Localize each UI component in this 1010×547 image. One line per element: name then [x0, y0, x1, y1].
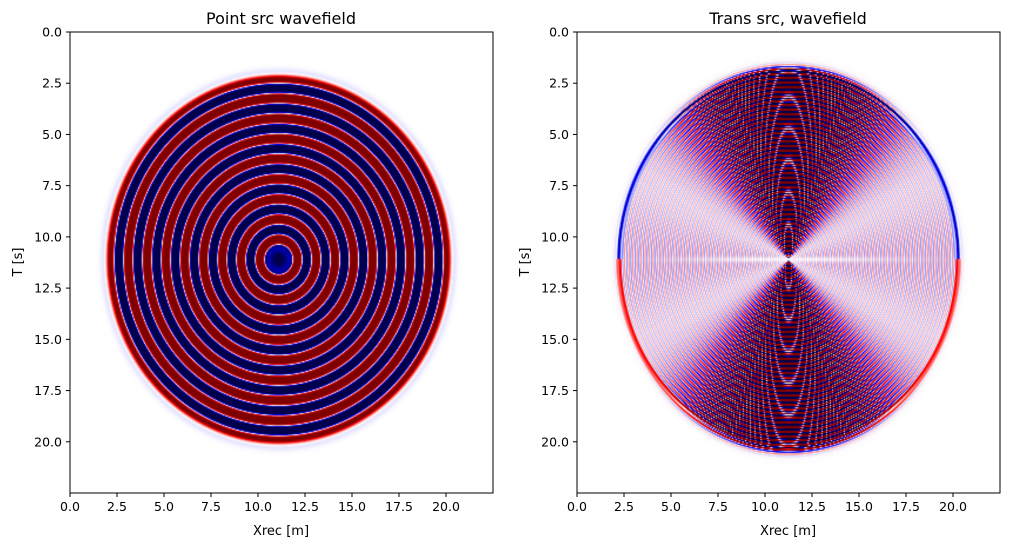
y-tick-label: 5.0 [549, 127, 569, 142]
x-tick-label: 7.5 [708, 499, 728, 514]
x-tick-label: 10.0 [751, 499, 779, 514]
wavefield-image [577, 32, 1000, 493]
y-tick-label: 7.5 [42, 178, 62, 193]
x-tick-label: 2.5 [614, 499, 634, 514]
y-tick-label: 10.0 [34, 229, 62, 244]
y-tick-label: 2.5 [549, 76, 569, 91]
y-axis-label: T [s] [518, 248, 533, 278]
plot-frame [69, 31, 494, 494]
heatmap-plot-area [69, 31, 494, 494]
y-axis-label: T [s] [11, 248, 26, 278]
y-tick-label: 20.0 [34, 434, 62, 449]
y-tick-label: 12.5 [541, 281, 569, 296]
y-tick-label: 0.0 [42, 25, 62, 40]
x-tick-label: 12.5 [291, 499, 319, 514]
point-source-panel: Point src wavefield 0.0 2.5 5.0 7.5 10.0 12.5… [11, 9, 494, 539]
x-tick-label: 5.0 [154, 499, 174, 514]
transformed-source-panel: Trans src, wavefield 0.0 2.5 5.0 7.5 10.0 12.… [518, 9, 1001, 539]
y-tick-label: 12.5 [34, 281, 62, 296]
y-axis: 0.0 2.5 5.0 7.5 10.0 12.5 15.0 17.5 20.0 [541, 25, 577, 449]
x-axis: 0.0 2.5 5.0 7.5 10.0 12.5 15.0 17.5 20.0 [60, 493, 460, 514]
y-tick-label: 0.0 [549, 25, 569, 40]
x-tick-label: 17.5 [892, 499, 920, 514]
x-tick-label: 7.5 [201, 499, 221, 514]
y-tick-label: 17.5 [541, 383, 569, 398]
y-tick-label: 5.0 [42, 127, 62, 142]
y-tick-label: 17.5 [34, 383, 62, 398]
x-axis-label: Xrec [m] [760, 524, 816, 539]
x-tick-label: 20.0 [432, 499, 460, 514]
y-tick-label: 20.0 [541, 434, 569, 449]
x-tick-label: 15.0 [845, 499, 873, 514]
x-tick-label: 0.0 [567, 499, 587, 514]
x-tick-label: 10.0 [244, 499, 272, 514]
x-axis: 0.0 2.5 5.0 7.5 10.0 12.5 15.0 17.5 20.0 [567, 493, 967, 514]
x-tick-label: 5.0 [661, 499, 681, 514]
y-tick-label: 15.0 [34, 332, 62, 347]
x-tick-label: 2.5 [107, 499, 127, 514]
y-tick-label: 15.0 [541, 332, 569, 347]
x-tick-label: 0.0 [60, 499, 80, 514]
x-axis-label: Xrec [m] [253, 524, 309, 539]
y-tick-label: 2.5 [42, 76, 62, 91]
panel-title: Point src wavefield [206, 9, 356, 28]
x-tick-label: 20.0 [939, 499, 967, 514]
heatmap-plot-area [576, 31, 1001, 494]
y-axis: 0.0 2.5 5.0 7.5 10.0 12.5 15.0 17.5 20.0 [34, 25, 70, 449]
x-tick-label: 15.0 [338, 499, 366, 514]
panel-title: Trans src, wavefield [708, 9, 867, 28]
wavefield-image [70, 32, 493, 493]
plot-frame [576, 31, 1001, 494]
x-tick-label: 12.5 [798, 499, 826, 514]
x-tick-label: 17.5 [385, 499, 413, 514]
y-tick-label: 7.5 [549, 178, 569, 193]
y-tick-label: 10.0 [541, 229, 569, 244]
